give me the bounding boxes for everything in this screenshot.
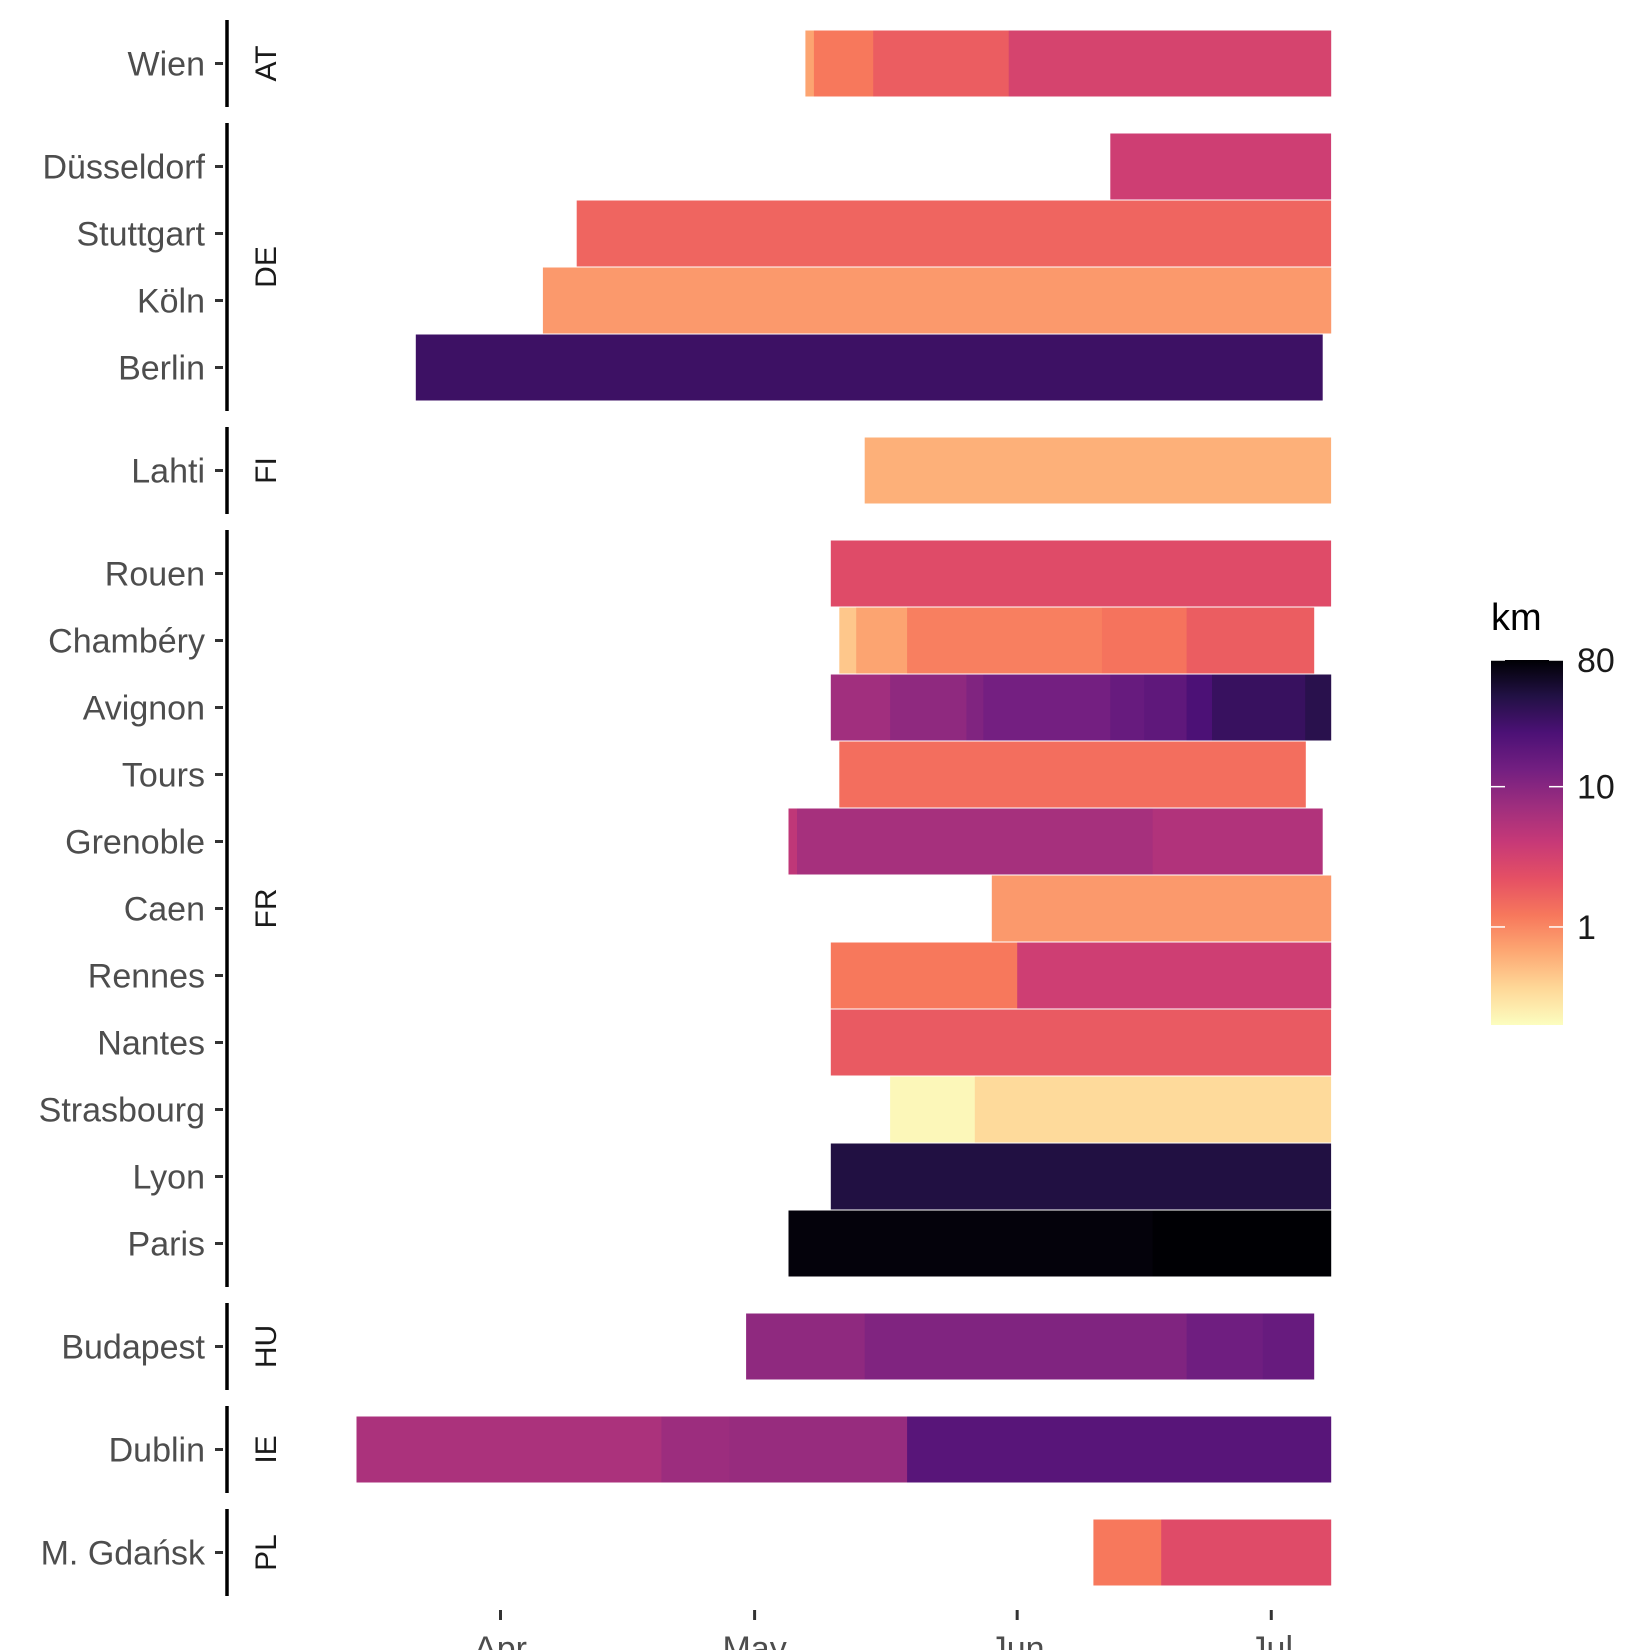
heat-cell-paris-0 xyxy=(788,1210,1154,1277)
x-tick-label-apr: Apr xyxy=(474,1630,527,1650)
heat-cell-nantes-0 xyxy=(830,1009,1332,1076)
legend-colorbar xyxy=(1491,660,1563,1025)
heat-cell-chambery-0 xyxy=(839,607,857,674)
city-label-strasbourg: Strasbourg xyxy=(39,1092,205,1130)
heat-cell-rennes-0 xyxy=(830,942,1018,1009)
city-label-grenoble: Grenoble xyxy=(65,824,205,862)
heat-cell-avignon-7 xyxy=(1212,674,1306,741)
country-label-at: AT xyxy=(250,45,283,81)
city-label-paris: Paris xyxy=(128,1226,205,1264)
heat-cell-m-gdansk-0 xyxy=(1093,1519,1162,1586)
heat-cell-wien-3 xyxy=(1008,30,1332,97)
heat-cell-chambery-4 xyxy=(1186,607,1315,674)
city-label-m-gdansk: M. Gdańsk xyxy=(41,1535,206,1573)
x-tick-label-jul: Jul xyxy=(1250,1630,1293,1650)
heat-cell-dusseldorf-0 xyxy=(1110,133,1332,200)
country-label-hu: HU xyxy=(250,1325,283,1368)
heat-cell-dublin-0 xyxy=(356,1416,662,1483)
heat-cell-lahti-0 xyxy=(864,437,1332,504)
heat-cell-wien-2 xyxy=(873,30,1010,97)
x-tick-label-may: May xyxy=(722,1630,786,1650)
country-label-ie: IE xyxy=(250,1435,283,1463)
heat-cell-avignon-6 xyxy=(1186,674,1213,741)
heat-cell-budapest-1 xyxy=(864,1313,1188,1380)
heat-cell-rennes-1 xyxy=(1017,942,1332,1009)
heat-cell-grenoble-1 xyxy=(797,808,1154,875)
heat-cell-wien-0 xyxy=(805,30,815,97)
city-label-lyon: Lyon xyxy=(133,1159,205,1197)
heat-cell-strasbourg-0 xyxy=(890,1076,976,1143)
heat-cell-paris-1 xyxy=(1152,1210,1332,1277)
heat-cell-avignon-0 xyxy=(830,674,891,741)
heat-cell-avignon-5 xyxy=(1144,674,1188,741)
city-label-wien: Wien xyxy=(128,46,205,84)
heat-cell-dublin-3 xyxy=(907,1416,1332,1483)
city-label-koln: Köln xyxy=(137,283,205,321)
heat-cell-koln-0 xyxy=(542,267,1332,334)
heat-cell-dublin-1 xyxy=(661,1416,730,1483)
heat-cell-stuttgart-0 xyxy=(576,200,1332,267)
heat-cell-dublin-2 xyxy=(729,1416,908,1483)
heat-cell-strasbourg-1 xyxy=(974,1076,1332,1143)
city-label-tours: Tours xyxy=(122,757,205,795)
city-label-berlin: Berlin xyxy=(118,350,205,388)
city-label-rennes: Rennes xyxy=(88,958,205,996)
heat-cell-grenoble-2 xyxy=(1152,808,1323,875)
country-label-fi: FI xyxy=(250,457,283,484)
heat-cell-avignon-1 xyxy=(890,674,967,741)
city-label-dublin: Dublin xyxy=(109,1432,205,1470)
country-label-pl: PL xyxy=(250,1534,283,1571)
heat-cell-budapest-3 xyxy=(1262,1313,1315,1380)
city-label-chambery: Chambéry xyxy=(48,623,205,661)
heat-cell-avignon-4 xyxy=(1110,674,1145,741)
city-label-nantes: Nantes xyxy=(97,1025,205,1063)
heat-cell-m-gdansk-1 xyxy=(1161,1519,1332,1586)
city-label-stuttgart: Stuttgart xyxy=(76,216,205,254)
legend-title: km xyxy=(1491,597,1542,639)
heat-cell-budapest-2 xyxy=(1186,1313,1264,1380)
heat-cell-rouen-0 xyxy=(830,540,1332,607)
heat-cell-chambery-2 xyxy=(907,607,1103,674)
city-label-dusseldorf: Düsseldorf xyxy=(42,149,205,187)
legend-tick-label-0: 1 xyxy=(1577,909,1596,947)
city-label-avignon: Avignon xyxy=(83,690,205,728)
heat-cell-chambery-3 xyxy=(1101,607,1188,674)
heat-cell-avignon-8 xyxy=(1305,674,1332,741)
city-label-rouen: Rouen xyxy=(105,556,205,594)
heat-cell-grenoble-0 xyxy=(788,808,798,875)
heat-cell-budapest-0 xyxy=(746,1313,866,1380)
city-label-lahti: Lahti xyxy=(131,453,205,491)
country-label-fr: FR xyxy=(250,889,283,929)
legend-tick-label-1: 10 xyxy=(1577,769,1615,807)
heat-cell-caen-0 xyxy=(991,875,1332,942)
heat-cell-tours-0 xyxy=(839,741,1306,808)
country-label-de: DE xyxy=(250,246,283,288)
heat-cell-berlin-0 xyxy=(415,334,1323,401)
heat-cell-wien-1 xyxy=(813,30,874,97)
city-label-caen: Caen xyxy=(124,891,205,929)
heat-cell-chambery-1 xyxy=(856,607,908,674)
heat-cell-lyon-0 xyxy=(830,1143,1332,1210)
city-label-budapest: Budapest xyxy=(61,1329,205,1367)
heat-cell-avignon-2 xyxy=(966,674,984,741)
legend-tick-label-2: 80 xyxy=(1577,642,1615,680)
x-tick-label-jun: Jun xyxy=(990,1630,1045,1650)
heat-cell-avignon-3 xyxy=(983,674,1111,741)
